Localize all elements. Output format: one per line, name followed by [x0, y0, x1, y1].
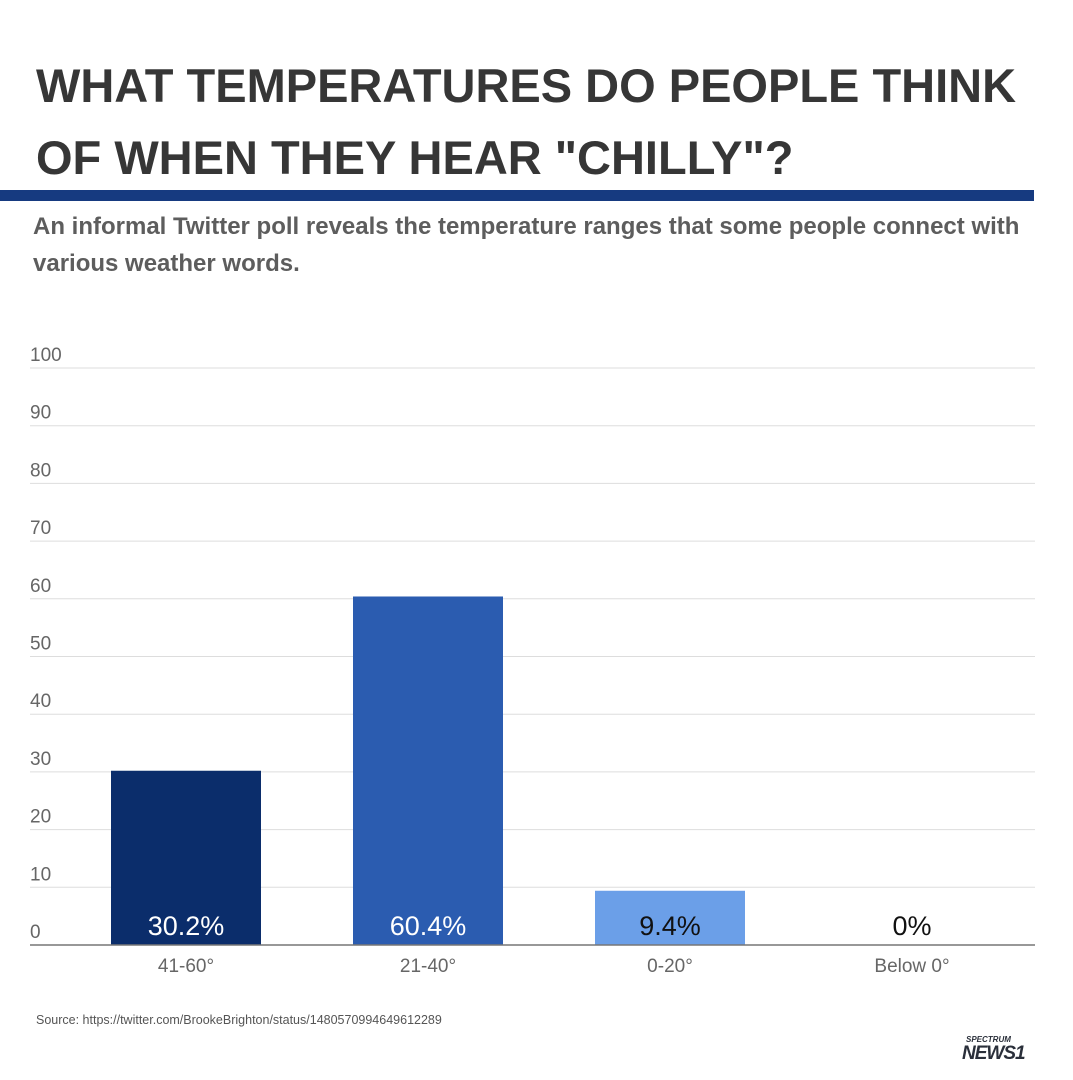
- bar: [111, 770, 261, 945]
- y-tick-label: 40: [30, 691, 51, 712]
- title-rule: [0, 190, 1034, 201]
- bar: [353, 596, 503, 945]
- y-tick-label: 20: [30, 807, 51, 828]
- source-note: Source: https://twitter.com/BrookeBright…: [36, 1013, 442, 1027]
- y-tick-label: 50: [30, 634, 51, 655]
- y-tick-label: 70: [30, 518, 51, 539]
- data-label: 60.4%: [390, 911, 467, 941]
- y-tick-label: 100: [30, 345, 62, 366]
- x-tick-label: 21-40°: [400, 956, 456, 977]
- data-label: 9.4%: [639, 911, 701, 941]
- logo-top: SPECTRUM: [966, 1035, 1011, 1044]
- logo-bottom: NEWS1: [962, 1043, 1026, 1064]
- spectrum-news-logo: SPECTRUM NEWS1: [962, 1035, 1026, 1064]
- data-label: 30.2%: [148, 911, 225, 941]
- chart-subtitle: An informal Twitter poll reveals the tem…: [33, 213, 1020, 277]
- x-tick-label: Below 0°: [874, 956, 949, 977]
- bar-chart: 0 10 20 30 40 50 60 70 80 90 100 30.2% 41-60° 60.4% 21…: [30, 345, 1035, 977]
- x-tick-label: 0-20°: [647, 956, 693, 977]
- y-tick-label: 90: [30, 403, 51, 424]
- y-tick-label: 10: [30, 864, 51, 885]
- chart-title: WHAT TEMPERATURES DO PEOPLE THINK OF WHE…: [36, 59, 1017, 184]
- y-tick-label: 60: [30, 576, 51, 597]
- y-tick-label: 0: [30, 922, 41, 943]
- y-tick-label: 30: [30, 749, 51, 770]
- x-tick-label: 41-60°: [158, 956, 214, 977]
- y-tick-label: 80: [30, 460, 51, 481]
- data-label: 0%: [892, 911, 931, 941]
- bar: [595, 890, 745, 945]
